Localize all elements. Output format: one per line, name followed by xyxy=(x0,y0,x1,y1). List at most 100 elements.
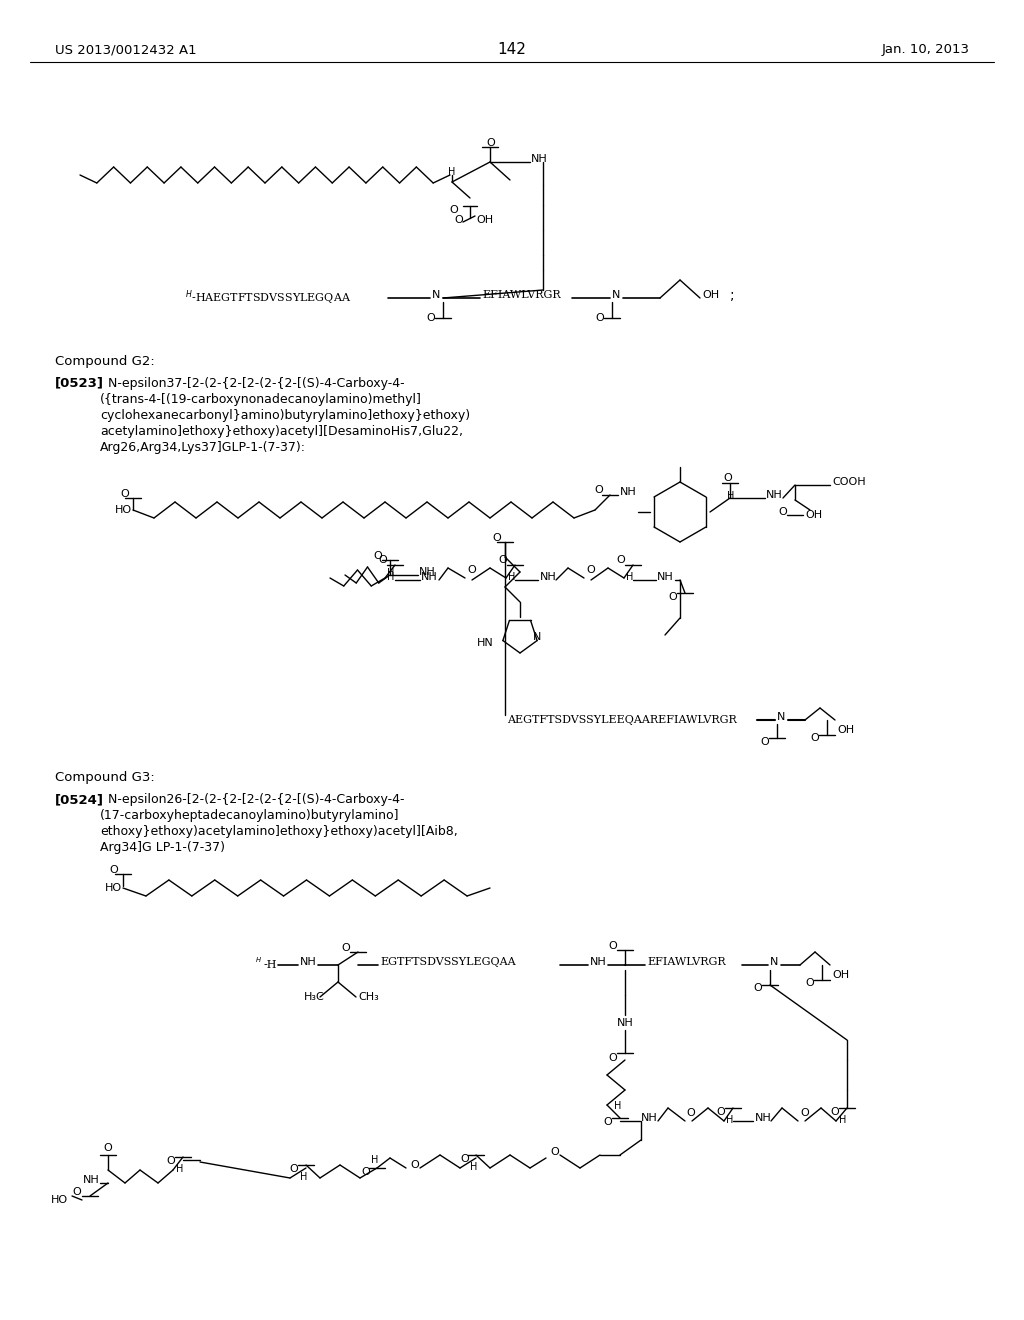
Text: O: O xyxy=(778,507,786,517)
Text: O: O xyxy=(460,1154,469,1164)
Text: NH: NH xyxy=(419,568,436,577)
Text: H: H xyxy=(508,572,515,582)
Text: HO: HO xyxy=(105,883,122,894)
Text: H: H xyxy=(300,1172,307,1181)
Text: -H: -H xyxy=(264,960,278,970)
Text: 142: 142 xyxy=(498,42,526,58)
Text: US 2013/0012432 A1: US 2013/0012432 A1 xyxy=(55,44,197,57)
Text: Arg26,Arg34,Lys37]GLP-1-(7-37):: Arg26,Arg34,Lys37]GLP-1-(7-37): xyxy=(100,441,306,454)
Text: H: H xyxy=(176,1164,183,1173)
Text: O: O xyxy=(723,473,732,483)
Text: O: O xyxy=(72,1187,81,1197)
Text: NH: NH xyxy=(657,572,674,582)
Text: O: O xyxy=(455,215,463,224)
Text: O: O xyxy=(716,1107,725,1117)
Text: HN: HN xyxy=(477,638,494,648)
Text: ethoxy}ethoxy)acetylamino]ethoxy}ethoxy)acetyl][Aib8,: ethoxy}ethoxy)acetylamino]ethoxy}ethoxy)… xyxy=(100,825,458,838)
Text: Compound G2:: Compound G2: xyxy=(55,355,155,368)
Text: NH: NH xyxy=(540,572,557,582)
Text: NH: NH xyxy=(590,957,607,968)
Text: [0523]: [0523] xyxy=(55,376,104,389)
Text: NH: NH xyxy=(421,572,437,582)
Text: NH: NH xyxy=(755,1113,772,1123)
Text: NH: NH xyxy=(620,487,637,498)
Text: H: H xyxy=(614,1101,622,1111)
Text: H: H xyxy=(839,1115,847,1125)
Text: O: O xyxy=(166,1156,175,1166)
Text: O: O xyxy=(753,983,762,993)
Text: O: O xyxy=(109,865,118,875)
Text: NH: NH xyxy=(83,1175,100,1185)
Text: EFIAWLVRGR: EFIAWLVRGR xyxy=(482,290,560,300)
Text: Jan. 10, 2013: Jan. 10, 2013 xyxy=(882,44,970,57)
Text: OH: OH xyxy=(837,725,854,735)
Text: (17-carboxyheptadecanoylamino)butyrylamino]: (17-carboxyheptadecanoylamino)butyrylami… xyxy=(100,809,399,822)
Text: O: O xyxy=(616,554,625,565)
Text: O: O xyxy=(103,1143,113,1152)
Text: O: O xyxy=(426,313,435,323)
Text: ;: ; xyxy=(730,288,734,302)
Text: N: N xyxy=(432,290,440,300)
Text: H: H xyxy=(371,1155,379,1166)
Text: NH: NH xyxy=(617,1018,634,1028)
Text: N-epsilon37-[2-(2-{2-[2-(2-{2-[(S)-4-Carboxy-4-: N-epsilon37-[2-(2-{2-[2-(2-{2-[(S)-4-Car… xyxy=(100,376,404,389)
Text: Arg34]G LP-1-(7-37): Arg34]G LP-1-(7-37) xyxy=(100,842,225,854)
Text: NH: NH xyxy=(531,154,548,164)
Text: O: O xyxy=(373,550,382,561)
Text: O: O xyxy=(486,139,496,148)
Text: OH: OH xyxy=(702,290,719,300)
Text: N: N xyxy=(534,632,542,642)
Text: OH: OH xyxy=(805,510,822,520)
Text: H: H xyxy=(470,1162,477,1172)
Text: N-epsilon26-[2-(2-{2-[2-(2-{2-[(S)-4-Carboxy-4-: N-epsilon26-[2-(2-{2-[2-(2-{2-[(S)-4-Car… xyxy=(100,793,404,807)
Text: EFIAWLVRGR: EFIAWLVRGR xyxy=(647,957,726,968)
Text: H: H xyxy=(387,568,394,578)
Text: O: O xyxy=(498,554,507,565)
Text: O: O xyxy=(289,1164,298,1173)
Text: H: H xyxy=(626,572,634,582)
Text: H: H xyxy=(726,1115,733,1125)
Text: O: O xyxy=(686,1107,694,1118)
Text: AEGTFTSDVSSYLEEQAAREFIAWLVRGR: AEGTFTSDVSSYLEEQAAREFIAWLVRGR xyxy=(507,715,736,725)
Text: COOH: COOH xyxy=(831,477,865,487)
Text: NH: NH xyxy=(766,490,782,500)
Text: O: O xyxy=(361,1167,370,1177)
Text: O: O xyxy=(595,313,604,323)
Text: OH: OH xyxy=(476,215,494,224)
Text: NH: NH xyxy=(641,1113,657,1123)
Text: N: N xyxy=(770,957,778,968)
Text: H: H xyxy=(387,572,394,582)
Text: $^H$: $^H$ xyxy=(255,957,262,968)
Text: N: N xyxy=(777,711,785,722)
Text: [0524]: [0524] xyxy=(55,793,104,807)
Text: Compound G3:: Compound G3: xyxy=(55,771,155,784)
Text: O: O xyxy=(120,488,129,499)
Text: O: O xyxy=(492,533,501,543)
Text: $^H$-HAEGTFTSDVSSYLEGQAA: $^H$-HAEGTFTSDVSSYLEGQAA xyxy=(185,289,351,308)
Text: H: H xyxy=(449,168,456,177)
Text: OH: OH xyxy=(831,970,849,979)
Text: O: O xyxy=(603,1117,611,1127)
Text: cyclohexanecarbonyl}amino)butyrylamino]ethoxy}ethoxy): cyclohexanecarbonyl}amino)butyrylamino]e… xyxy=(100,408,470,421)
Text: acetylamino]ethoxy}ethoxy)acetyl][DesaminoHis7,Glu22,: acetylamino]ethoxy}ethoxy)acetyl][Desami… xyxy=(100,425,463,437)
Text: H: H xyxy=(727,491,734,502)
Text: ({trans-4-[(19-carboxynonadecanoylamino)methyl]: ({trans-4-[(19-carboxynonadecanoylamino)… xyxy=(100,392,422,405)
Text: H₃C: H₃C xyxy=(304,993,325,1002)
Text: O: O xyxy=(378,554,387,565)
Text: O: O xyxy=(760,737,769,747)
Text: NH: NH xyxy=(300,957,316,968)
Text: O: O xyxy=(410,1160,419,1170)
Text: O: O xyxy=(341,942,350,953)
Text: O: O xyxy=(805,978,814,987)
Text: N: N xyxy=(612,290,621,300)
Text: CH₃: CH₃ xyxy=(358,993,379,1002)
Text: EGTFTSDVSSYLEGQAA: EGTFTSDVSSYLEGQAA xyxy=(380,957,516,968)
Text: O: O xyxy=(668,591,677,602)
Text: O: O xyxy=(608,1053,616,1063)
Text: O: O xyxy=(450,205,459,215)
Text: HO: HO xyxy=(115,506,132,515)
Text: O: O xyxy=(810,733,819,743)
Text: O: O xyxy=(800,1107,809,1118)
Text: O: O xyxy=(594,484,603,495)
Text: O: O xyxy=(608,941,616,950)
